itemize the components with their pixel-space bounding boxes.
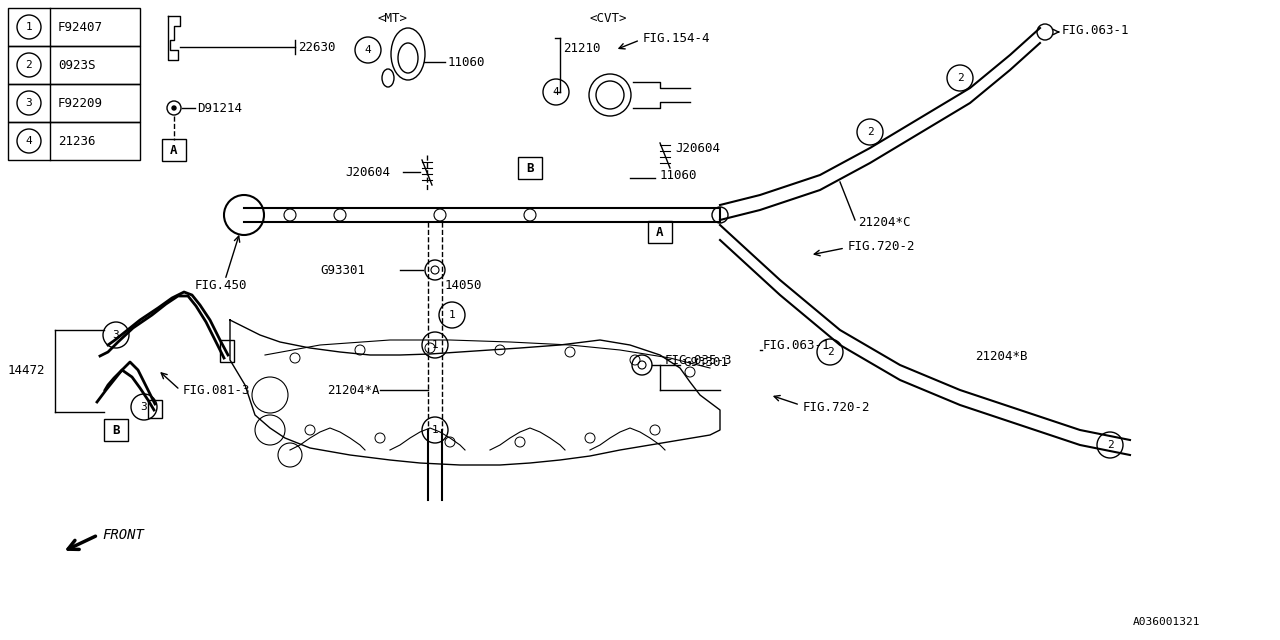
Text: 2: 2 [956,73,964,83]
Bar [8,122,140,160]
Bar [648,221,672,243]
Text: 21204*C: 21204*C [858,216,910,228]
Text: FIG.720-2: FIG.720-2 [803,401,870,413]
Text: FIG.035-3: FIG.035-3 [666,353,732,367]
Text: J20604: J20604 [675,141,719,154]
Text: 3: 3 [141,402,147,412]
Text: D91214: D91214 [197,102,242,115]
Text: B: B [113,424,120,436]
Text: 1: 1 [26,22,32,32]
Text: 11060: 11060 [660,168,698,182]
Text: A036001321: A036001321 [1133,617,1201,627]
Text: 21210: 21210 [563,42,600,54]
Text: 3: 3 [113,330,119,340]
Text: A: A [657,225,664,239]
Text: FRONT: FRONT [102,528,143,542]
Text: 11060: 11060 [448,56,485,68]
Text: 14472: 14472 [8,364,46,376]
Text: FIG.720-2: FIG.720-2 [849,239,915,253]
Text: 1: 1 [431,340,438,350]
Text: 2: 2 [26,60,32,70]
Text: 2: 2 [867,127,873,137]
Text: F92407: F92407 [58,20,102,33]
Text: F92209: F92209 [58,97,102,109]
Text: 3: 3 [26,98,32,108]
Bar [220,340,234,362]
Text: 2: 2 [1107,440,1114,450]
Text: G93301: G93301 [684,355,728,369]
Text: A: A [170,143,178,157]
Text: 4: 4 [553,87,559,97]
Text: FIG.154-4: FIG.154-4 [643,31,710,45]
Text: 21204*B: 21204*B [975,349,1028,362]
Text: FIG.063-1: FIG.063-1 [1062,24,1129,36]
Bar [8,46,140,84]
Text: B: B [526,161,534,175]
Text: <MT>: <MT> [378,12,408,24]
Text: FIG.450: FIG.450 [195,278,247,291]
Text: <CVT>: <CVT> [589,12,627,24]
Text: G93301: G93301 [320,264,365,276]
Bar [8,84,140,122]
Text: 2: 2 [827,347,833,357]
Text: FIG.063-1: FIG.063-1 [763,339,831,351]
Text: 22630: 22630 [298,40,335,54]
Text: 4: 4 [26,136,32,146]
Bar [518,157,541,179]
Text: 21204*A: 21204*A [328,383,380,397]
Circle shape [172,106,177,110]
Text: FIG.081-3: FIG.081-3 [183,383,251,397]
Bar [8,8,140,46]
Text: 4: 4 [365,45,371,55]
Text: 1: 1 [431,425,438,435]
Text: J20604: J20604 [346,166,390,179]
Text: 14050: 14050 [445,278,483,291]
Text: 0923S: 0923S [58,58,96,72]
Bar [148,400,163,418]
Text: 21236: 21236 [58,134,96,147]
Text: 1: 1 [448,310,456,320]
Bar [104,419,128,441]
Bar [163,139,186,161]
